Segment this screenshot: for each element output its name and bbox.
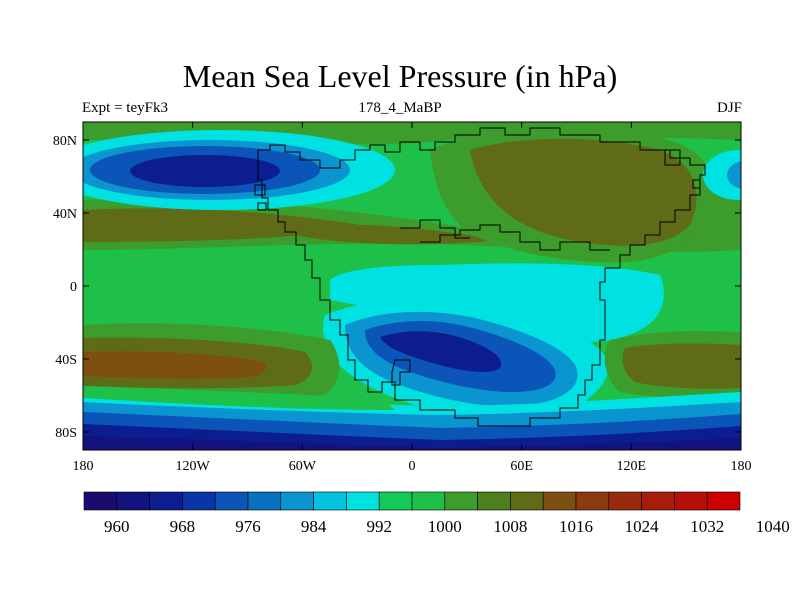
colorbar-label: 984 [301, 517, 327, 536]
lon-tick-label: 60W [289, 459, 317, 474]
tethys-coastline [420, 224, 610, 251]
lon-tick-label: 60E [510, 459, 533, 474]
colorbar-swatch [674, 491, 708, 511]
colorbar-swatch [83, 491, 118, 511]
south-pangea-low-core [380, 331, 502, 372]
colorbar-swatch [542, 491, 577, 511]
tethys-islands [400, 219, 470, 239]
colorbar-label: 968 [170, 517, 196, 536]
colorbar-swatch [346, 491, 380, 511]
experiment-label: Expt = teyFk3 [82, 100, 168, 116]
lat-tick-label: 0 [70, 280, 77, 295]
small-islands [254, 149, 701, 211]
colorbar-swatch [641, 491, 675, 511]
southern-ring-navy [83, 436, 741, 450]
colorbar-label: 960 [104, 517, 130, 536]
lat-tick-label: 80N [53, 134, 77, 149]
page-title: Mean Sea Level Pressure (in hPa) [182, 58, 618, 94]
colorbar-swatch [182, 491, 216, 511]
colorbar-swatch [575, 491, 610, 511]
lat-tick-label: 40S [55, 353, 77, 368]
colorbar-swatch [313, 491, 347, 511]
pangea-coastline [257, 127, 706, 427]
lat-tick-label: 80S [55, 426, 77, 441]
season-label: DJF [716, 100, 742, 116]
colorbar-label: 1000 [428, 517, 462, 536]
colorbar-swatch [116, 491, 150, 511]
south-east-high-mid [622, 343, 741, 389]
pressure-field [83, 122, 741, 450]
colorbar-label: 1040 [756, 517, 790, 536]
colorbar-label: 1024 [625, 517, 660, 536]
colorbar-swatch [510, 491, 544, 511]
colorbar-swatch [378, 491, 413, 511]
colorbar-swatch [706, 491, 741, 511]
asian-high-inner [470, 138, 697, 246]
colorbar-swatch [477, 491, 511, 511]
colorbar-swatch [149, 491, 183, 511]
lon-tick-label: 120W [176, 459, 211, 474]
colorbar-label: 992 [366, 517, 392, 536]
south-island [391, 359, 411, 386]
lon-tick-label: 180 [731, 459, 752, 474]
north-atlantic-high [83, 208, 360, 242]
lon-tick-label: 120E [617, 459, 647, 474]
latitude-axis: 80N 40N 0 40S 80S [53, 134, 741, 441]
colorbar: 960 968 976 984 992 1000 1008 1016 1024 1032 1040 [83, 491, 790, 536]
colorbar-swatch [444, 491, 478, 511]
colorbar-label: 1008 [493, 517, 527, 536]
lon-tick-label: 0 [409, 459, 416, 474]
colorbar-swatch [280, 491, 314, 511]
period-label: 178_4_MaBP [358, 100, 442, 116]
colorbar-label: 1016 [559, 517, 593, 536]
tropical-low [330, 263, 664, 342]
lon-tick-label: 180 [73, 459, 94, 474]
colorbar-label: 1032 [690, 517, 724, 536]
colorbar-swatch [411, 491, 446, 511]
colorbar-swatch [608, 491, 642, 511]
lat-tick-label: 40N [53, 207, 77, 222]
colorbar-swatch [247, 491, 282, 511]
southern-green-band [83, 386, 395, 410]
north-sahara-high [300, 224, 500, 245]
northeast-low-core [727, 161, 741, 189]
aleutian-low-core [130, 155, 280, 187]
colorbar-swatch [214, 491, 249, 511]
colorbar-label: 976 [235, 517, 261, 536]
south-pacific-high-core [83, 351, 267, 379]
northeast-low-outer [703, 150, 741, 200]
longitude-axis: 180 120W 60W 0 60E 120E 180 [73, 122, 752, 474]
